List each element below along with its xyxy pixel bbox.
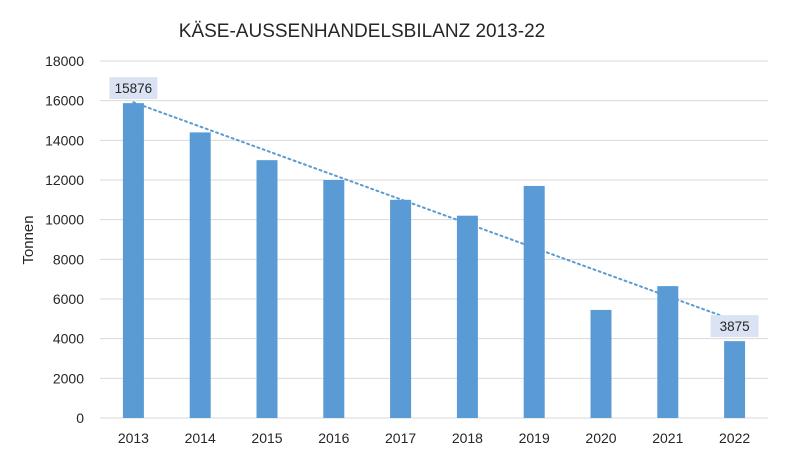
data-label-box bbox=[109, 77, 158, 100]
x-tick-label: 2013 bbox=[118, 430, 149, 446]
x-tick-label: 2014 bbox=[185, 430, 216, 446]
x-tick-label: 2016 bbox=[318, 430, 349, 446]
trendline-path bbox=[132, 101, 736, 322]
y-tick-label: 0 bbox=[76, 410, 84, 426]
y-tick-label: 16000 bbox=[45, 93, 84, 109]
bar-2014 bbox=[189, 132, 211, 418]
bar-2022 bbox=[724, 341, 746, 418]
bar-2015 bbox=[256, 160, 278, 418]
chart-title: KÄSE-AUSSENHANDELSBILANZ 2013-22 bbox=[179, 21, 545, 42]
data-label-2013: 15876 bbox=[109, 77, 158, 100]
y-tick-label: 2000 bbox=[53, 370, 84, 386]
x-tick-label: 2018 bbox=[452, 430, 483, 446]
data-labels: 15876 3875 bbox=[109, 77, 759, 338]
x-tick-label: 2015 bbox=[251, 430, 282, 446]
y-axis: 0 2000 4000 6000 8000 10000 12000 14000 16000 180… bbox=[45, 53, 84, 426]
y-tick-label: 6000 bbox=[53, 291, 84, 307]
y-tick-label: 10000 bbox=[45, 212, 84, 228]
y-tick-label: 4000 bbox=[53, 331, 84, 347]
bar-2017 bbox=[390, 199, 412, 418]
y-tick-label: 12000 bbox=[45, 172, 84, 188]
x-tick-label: 2017 bbox=[385, 430, 416, 446]
bar-2021 bbox=[657, 286, 679, 418]
bar-2018 bbox=[456, 215, 478, 418]
y-tick-label: 14000 bbox=[45, 132, 84, 148]
bars bbox=[122, 103, 746, 418]
grid bbox=[100, 60, 768, 419]
data-label-text: 3875 bbox=[720, 319, 750, 334]
x-tick-label: 2022 bbox=[719, 430, 750, 446]
data-label-2022: 3875 bbox=[710, 315, 759, 338]
data-label-box bbox=[710, 315, 759, 338]
trendline bbox=[132, 101, 736, 322]
bar-2020 bbox=[590, 309, 612, 418]
x-tick-label: 2019 bbox=[519, 430, 550, 446]
bar-2019 bbox=[523, 185, 545, 418]
y-tick-label: 18000 bbox=[45, 53, 84, 69]
y-axis-label: Tonnen bbox=[20, 215, 37, 264]
data-label-text: 15876 bbox=[115, 81, 153, 96]
x-axis: 2013 2014 2015 2016 2017 2018 2019 2020 2021 2022 bbox=[118, 430, 751, 446]
y-tick-label: 8000 bbox=[53, 251, 84, 267]
bar-2016 bbox=[323, 180, 345, 418]
x-tick-label: 2021 bbox=[652, 430, 683, 446]
x-tick-label: 2020 bbox=[585, 430, 616, 446]
bar-2013 bbox=[122, 103, 144, 418]
